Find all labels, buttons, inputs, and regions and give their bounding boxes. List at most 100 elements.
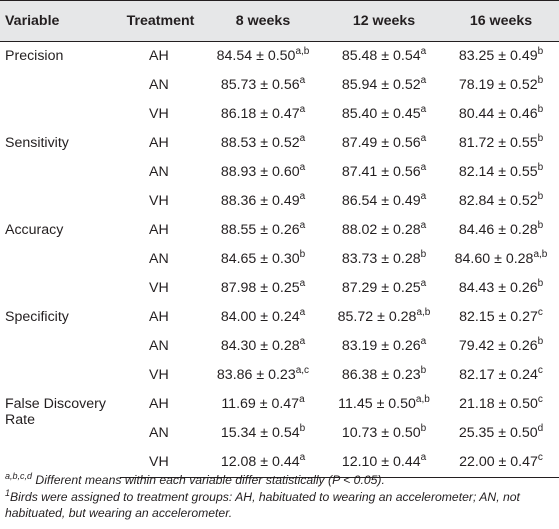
mean-se-value: 10.73 ± 0.50 [341, 424, 421, 441]
value-cell-w16: 82.17 ± 0.24c [443, 361, 559, 390]
mean-se-value: 11.45 ± 0.50 [338, 395, 416, 412]
treatment-cell: VH [149, 366, 169, 383]
value-cell-w12: 88.02 ± 0.28a [325, 216, 443, 245]
significance-letters: d [537, 422, 544, 434]
mean-se-value: 81.72 ± 0.55 [458, 134, 538, 151]
value-cell-w8: 12.08 ± 0.44a [201, 448, 325, 478]
value-cell-w8: 88.36 ± 0.49a [201, 187, 325, 216]
mean-se-value: 88.36 ± 0.49 [220, 192, 300, 209]
mean-se-value: 22.00 ± 0.47 [459, 453, 538, 470]
significance-letters: c [537, 364, 543, 376]
treatment-cell: VH [149, 105, 169, 122]
value-cell-w16: 84.43 ± 0.26b [443, 274, 559, 303]
treatment-cell: VH [149, 192, 169, 209]
value-cell-w12: 86.38 ± 0.23b [325, 361, 443, 390]
mean-se-value: 83.73 ± 0.28 [341, 250, 421, 267]
table-row: Accuracy AH 88.55 ± 0.26a 88.02 ± 0.28a 84.4… [0, 216, 559, 245]
significance-letters: a [420, 219, 427, 231]
mean-se-value: 88.93 ± 0.60 [220, 163, 300, 180]
footnote-mark: 1 [5, 487, 11, 498]
value-cell-w16: 82.14 ± 0.55b [443, 158, 559, 187]
significance-letters: a [420, 132, 427, 144]
mean-se-value: 78.19 ± 0.52 [458, 76, 538, 93]
significance-letters: b [537, 45, 544, 57]
treatment-cell: AH [149, 395, 169, 412]
mean-se-value: 88.55 ± 0.26 [220, 221, 300, 238]
value-cell-w12: 10.73 ± 0.50b [325, 419, 443, 448]
footnotes: a,b,c,d Different means within each vari… [5, 472, 555, 522]
variable-name: Sensitivity [5, 135, 69, 151]
mean-se-value: 21.18 ± 0.50 [459, 395, 538, 412]
footnote: 1Birds were assigned to treatment groups… [5, 487, 555, 522]
significance-letters: a,c [295, 364, 310, 376]
significance-letters: b [299, 422, 306, 434]
mean-se-value: 84.54 ± 0.50 [216, 47, 296, 64]
header-variable: Variable [0, 0, 120, 42]
mean-se-value: 84.30 ± 0.28 [220, 337, 300, 354]
table-row: VH 12.08 ± 0.44a 12.10 ± 0.44a 22.00 ± 0.47… [0, 448, 559, 478]
value-cell-w16: 83.25 ± 0.49b [443, 42, 559, 72]
value-cell-w12: 86.54 ± 0.49a [325, 187, 443, 216]
value-cell-w8: 84.00 ± 0.24a [201, 303, 325, 332]
mean-se-value: 86.18 ± 0.47 [220, 105, 300, 122]
header-12-weeks: 12 weeks [325, 0, 443, 42]
table-row: AN 88.93 ± 0.60a 87.41 ± 0.56a 82.14 ± 0.55… [0, 158, 559, 187]
mean-se-value: 12.08 ± 0.44 [220, 453, 300, 470]
significance-letters: a [299, 451, 306, 463]
mean-se-value: 84.00 ± 0.24 [220, 308, 300, 325]
value-cell-w16: 25.35 ± 0.50d [443, 419, 559, 448]
treatment-cell: AH [149, 47, 169, 64]
mean-se-value: 87.29 ± 0.25 [341, 279, 421, 296]
table-row: Sensitivity AH 88.53 ± 0.52a 87.49 ± 0.56a 8… [0, 129, 559, 158]
significance-letters: a [420, 277, 427, 289]
significance-letters: a [420, 103, 427, 115]
header-16-weeks: 16 weeks [443, 0, 559, 42]
significance-letters: b [420, 422, 427, 434]
significance-letters: c [537, 306, 543, 318]
significance-letters: b [537, 74, 544, 86]
mean-se-value: 87.49 ± 0.56 [341, 134, 421, 151]
significance-letters: b [299, 248, 306, 260]
header-row: Variable Treatment 8 weeks 12 weeks 16 w… [0, 0, 559, 42]
significance-letters: a [299, 190, 306, 202]
value-cell-w8: 85.73 ± 0.56a [201, 71, 325, 100]
variable-name: False Discovery Rate [5, 396, 106, 428]
treatment-cell: VH [149, 279, 169, 296]
mean-se-value: 85.40 ± 0.45 [341, 105, 421, 122]
significance-letters: a [299, 132, 306, 144]
significance-letters: c [537, 451, 543, 463]
mean-se-value: 84.43 ± 0.26 [458, 279, 538, 296]
mean-se-value: 86.38 ± 0.23 [341, 366, 421, 383]
table-row: AN 84.65 ± 0.30b 83.73 ± 0.28 b 84.60 ± 0.28… [0, 245, 559, 274]
mean-se-value: 85.94 ± 0.52 [341, 76, 421, 93]
treatment-cell: AH [149, 308, 169, 325]
table-row: AN 15.34 ± 0.54b 10.73 ± 0.50b 25.35 ± 0.50… [0, 419, 559, 448]
significance-letters: a [420, 451, 427, 463]
table-row: VH 88.36 ± 0.49a 86.54 ± 0.49a 82.84 ± 0.52… [0, 187, 559, 216]
table-row: Precision AH 84.54 ± 0.50a,b 85.48 ± 0.54a 8… [0, 42, 559, 72]
mean-se-value: 85.48 ± 0.54 [341, 47, 421, 64]
table-row: VH 86.18 ± 0.47a 85.40 ± 0.45a 80.44 ± 0.46… [0, 100, 559, 129]
significance-letters: a [420, 161, 427, 173]
footnote: a,b,c,d Different means within each vari… [5, 472, 555, 489]
treatment-cell: AN [149, 250, 169, 267]
significance-letters: b [537, 103, 544, 115]
mean-se-value: 11.69 ± 0.47 [221, 395, 300, 412]
value-cell-w16: 80.44 ± 0.46b [443, 100, 559, 129]
treatment-cell: AH [149, 221, 169, 238]
significance-letters: a [299, 103, 306, 115]
treatment-cell: VH [120, 448, 201, 478]
value-cell-w8: 87.98 ± 0.25a [201, 274, 325, 303]
mean-se-value: 85.72 ± 0.28 [337, 308, 417, 325]
value-cell-w12: 87.29 ± 0.25a [325, 274, 443, 303]
table-row: AN 85.73 ± 0.56a 85.94 ± 0.52a 78.19 ± 0.52… [0, 71, 559, 100]
significance-letters: b [537, 132, 544, 144]
value-cell-w8: 88.55 ± 0.26a [201, 216, 325, 245]
value-cell-w8: 84.65 ± 0.30b [201, 245, 325, 274]
mean-se-value: 82.17 ± 0.24 [459, 366, 538, 383]
mean-se-value: 84.60 ± 0.28 [454, 250, 534, 267]
value-cell-w12: 85.72 ± 0.28a,b [325, 303, 443, 332]
mean-se-value: 86.54 ± 0.49 [341, 192, 421, 209]
treatment-cell: AN [149, 163, 169, 180]
